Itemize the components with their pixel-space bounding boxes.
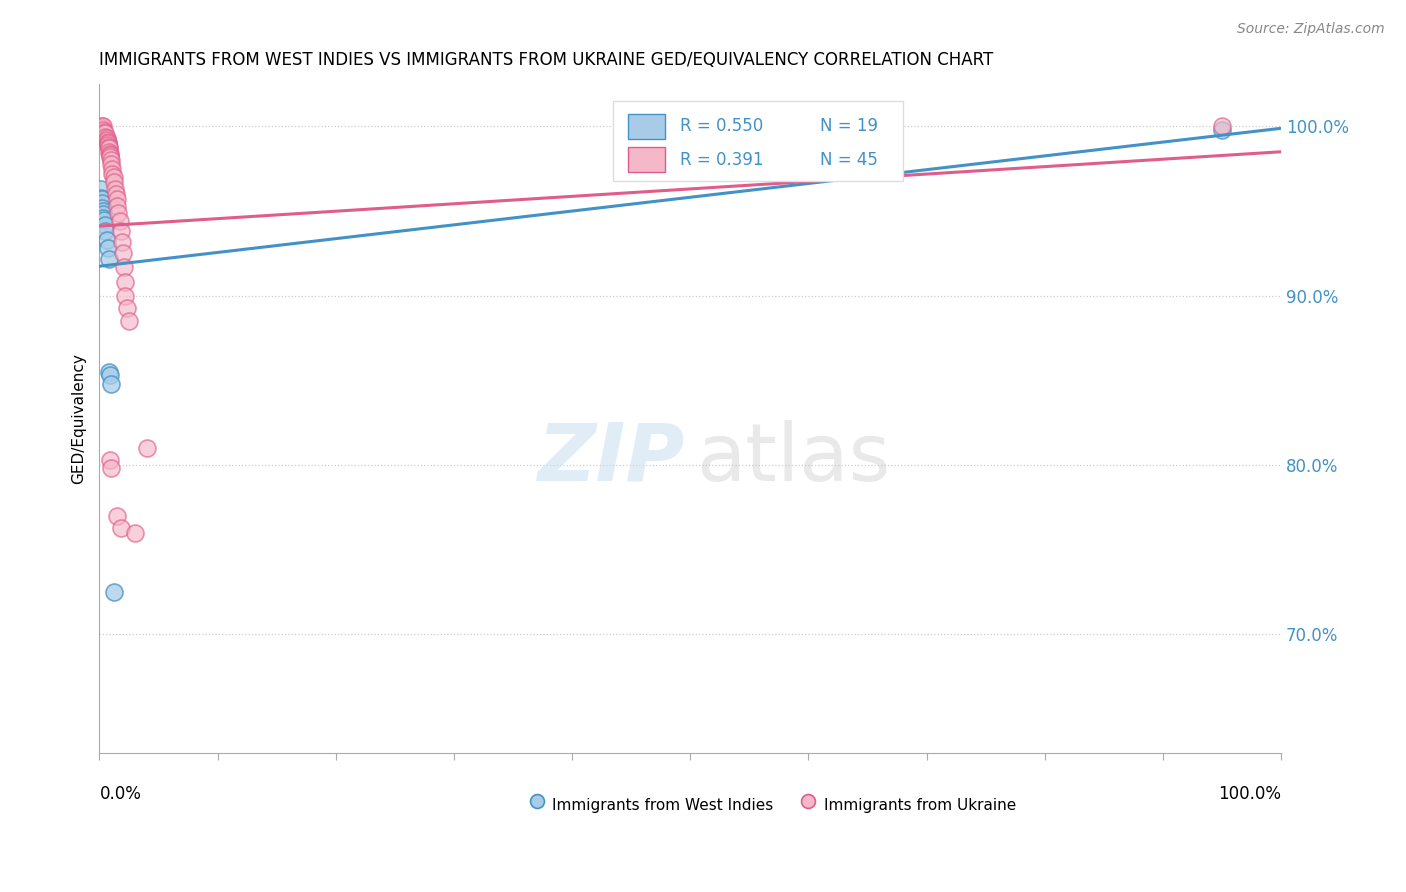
- Point: [110, 224, 132, 238]
- FancyBboxPatch shape: [627, 147, 665, 172]
- Point: [115, 301, 138, 315]
- Point: [98, 146, 121, 161]
- Point: [118, 314, 141, 328]
- Point: [135, 441, 157, 455]
- Point: [97, 141, 120, 155]
- Point: [94, 218, 117, 232]
- Point: [100, 153, 122, 168]
- Point: [100, 461, 122, 475]
- Text: Immigrants from West Indies: Immigrants from West Indies: [553, 798, 773, 814]
- Point: [97, 145, 120, 159]
- Point: [97, 252, 120, 266]
- Point: [98, 368, 121, 383]
- Point: [90, 182, 112, 196]
- Text: R = 0.391: R = 0.391: [679, 151, 763, 169]
- Point: [90, 195, 112, 210]
- Point: [94, 126, 117, 140]
- Text: atlas: atlas: [696, 419, 890, 498]
- Point: [93, 212, 115, 227]
- Point: [91, 120, 114, 134]
- Point: [96, 233, 118, 247]
- Text: IMMIGRANTS FROM WEST INDIES VS IMMIGRANTS FROM UKRAINE GED/EQUIVALENCY CORRELATI: IMMIGRANTS FROM WEST INDIES VS IMMIGRANT…: [100, 51, 994, 69]
- Y-axis label: GED/Equivalency: GED/Equivalency: [72, 353, 86, 484]
- Text: Source: ZipAtlas.com: Source: ZipAtlas.com: [1237, 22, 1385, 37]
- Text: Immigrants from Ukraine: Immigrants from Ukraine: [824, 798, 1017, 814]
- Point: [94, 129, 117, 144]
- FancyBboxPatch shape: [613, 101, 903, 181]
- Point: [91, 123, 114, 137]
- Point: [97, 140, 120, 154]
- Point: [98, 453, 121, 467]
- Point: [107, 206, 129, 220]
- Point: [91, 211, 114, 225]
- Point: [105, 199, 128, 213]
- Point: [90, 121, 112, 136]
- Point: [90, 190, 112, 204]
- Text: 0.0%: 0.0%: [100, 785, 142, 803]
- Point: [97, 138, 120, 153]
- Point: [124, 525, 146, 540]
- Point: [111, 235, 134, 249]
- Point: [100, 157, 122, 171]
- Point: [105, 192, 128, 206]
- Point: [90, 120, 112, 134]
- Text: 100.0%: 100.0%: [1218, 785, 1281, 803]
- Point: [104, 187, 127, 202]
- Point: [100, 376, 122, 391]
- Point: [110, 521, 132, 535]
- FancyBboxPatch shape: [627, 113, 665, 139]
- Point: [112, 246, 135, 260]
- Text: R = 0.550: R = 0.550: [679, 117, 763, 136]
- Point: [103, 170, 125, 185]
- Point: [93, 124, 115, 138]
- Point: [96, 133, 118, 147]
- Point: [104, 182, 127, 196]
- Point: [97, 136, 120, 151]
- Point: [98, 148, 121, 162]
- Point: [97, 365, 120, 379]
- Point: [91, 204, 114, 219]
- Point: [108, 214, 131, 228]
- Point: [105, 508, 128, 523]
- Point: [1211, 123, 1233, 137]
- Point: [103, 585, 125, 599]
- Point: [96, 131, 118, 145]
- Point: [101, 161, 124, 176]
- Point: [91, 207, 114, 221]
- Point: [97, 241, 120, 255]
- Point: [112, 260, 135, 274]
- Text: ZIP: ZIP: [537, 419, 685, 498]
- Point: [103, 175, 125, 189]
- Point: [1211, 120, 1233, 134]
- Text: N = 19: N = 19: [820, 117, 879, 136]
- Point: [90, 192, 112, 206]
- Point: [114, 289, 136, 303]
- Point: [97, 135, 120, 149]
- Point: [101, 167, 124, 181]
- Point: [98, 150, 121, 164]
- Point: [114, 275, 136, 289]
- Point: [90, 201, 112, 215]
- Text: N = 45: N = 45: [820, 151, 877, 169]
- Point: [94, 224, 117, 238]
